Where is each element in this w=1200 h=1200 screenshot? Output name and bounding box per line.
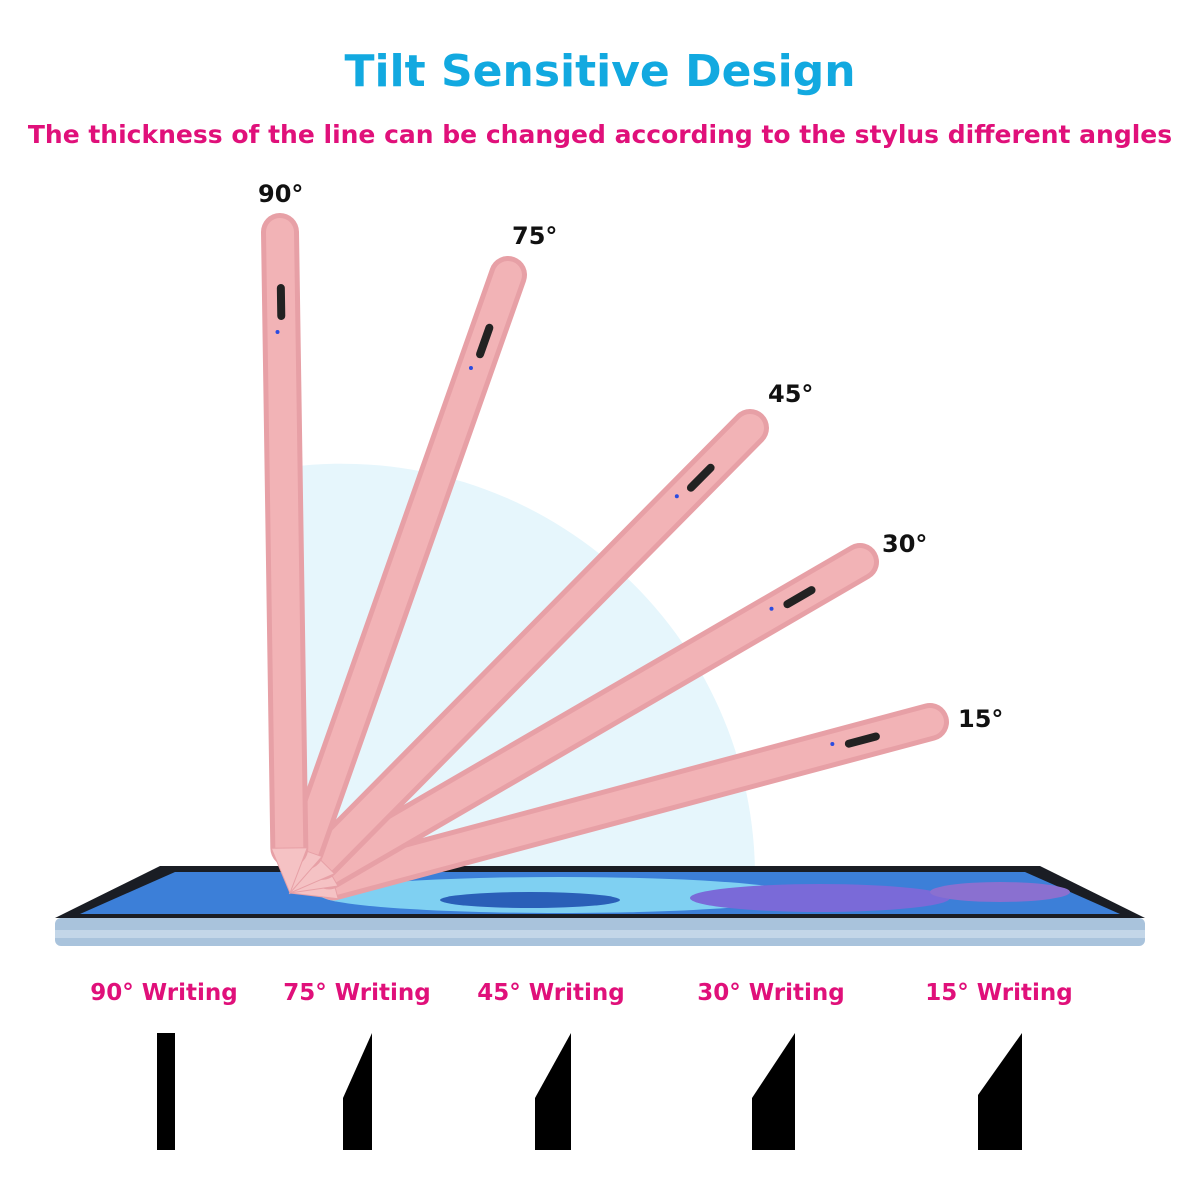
- usb-c-port-icon: [844, 732, 880, 748]
- tablet: [55, 866, 1145, 946]
- line-thickness-sample: [978, 1033, 1022, 1150]
- line-thickness-sample: [157, 1033, 175, 1150]
- stylus-pen: [289, 409, 769, 894]
- writing-label-90: 90° Writing: [90, 980, 238, 1006]
- led-indicator-icon: [468, 365, 473, 370]
- angle-label-90: 90°: [258, 180, 304, 208]
- line-thickness-sample: [752, 1033, 795, 1150]
- line-thickness-sample: [343, 1033, 372, 1150]
- writing-label-30: 30° Writing: [697, 980, 845, 1006]
- title: Tilt Sensitive Design: [344, 46, 856, 97]
- usb-c-port-icon: [686, 463, 715, 492]
- line-thickness-sample: [535, 1033, 571, 1150]
- writing-label-15: 15° Writing: [925, 980, 1073, 1006]
- angle-label-30: 30°: [882, 530, 928, 558]
- led-indicator-icon: [769, 606, 774, 611]
- angle-label-45: 45°: [768, 380, 814, 408]
- writing-label-75: 75° Writing: [283, 980, 431, 1006]
- stylus-pen: [261, 213, 309, 895]
- led-indicator-icon: [830, 741, 835, 746]
- usb-c-port-icon: [783, 586, 816, 609]
- writing-label-45: 45° Writing: [477, 980, 625, 1006]
- writing-strokes: [157, 1033, 1022, 1150]
- angle-label-15: 15°: [958, 705, 1004, 733]
- led-indicator-icon: [275, 330, 280, 335]
- subtitle: The thickness of the line can be changed…: [27, 120, 1173, 149]
- led-indicator-icon: [674, 494, 679, 499]
- angle-label-75: 75°: [512, 222, 558, 250]
- usb-c-port-icon: [476, 323, 494, 359]
- stylus-pens: [261, 213, 949, 901]
